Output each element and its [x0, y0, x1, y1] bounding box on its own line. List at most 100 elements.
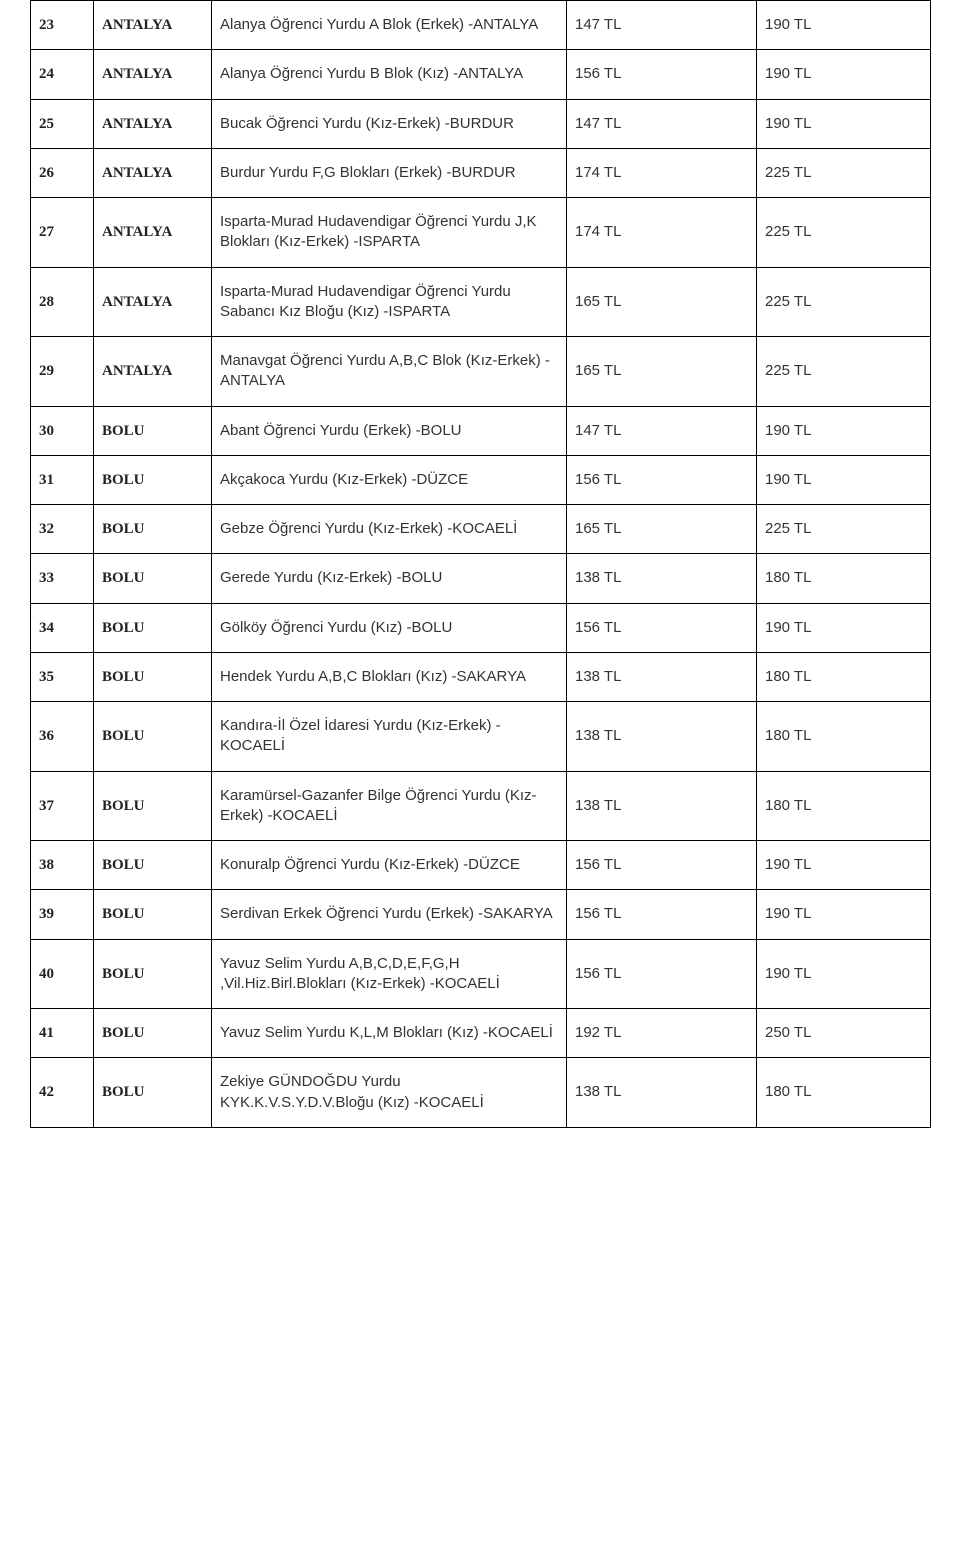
row-price-2: 190 TL — [757, 406, 931, 455]
table-row: 38BOLUKonuralp Öğrenci Yurdu (Kız-Erkek)… — [31, 841, 931, 890]
row-index: 27 — [31, 198, 94, 268]
row-region: ANTALYA — [94, 99, 212, 148]
row-dorm-name: Bucak Öğrenci Yurdu (Kız-Erkek) -BURDUR — [212, 99, 567, 148]
row-region: BOLU — [94, 455, 212, 504]
row-region: ANTALYA — [94, 148, 212, 197]
table-row: 32BOLUGebze Öğrenci Yurdu (Kız-Erkek) -K… — [31, 505, 931, 554]
row-price-2: 190 TL — [757, 841, 931, 890]
table-row: 40BOLUYavuz Selim Yurdu A,B,C,D,E,F,G,H … — [31, 939, 931, 1009]
table-row: 30BOLUAbant Öğrenci Yurdu (Erkek) -BOLU1… — [31, 406, 931, 455]
row-index: 23 — [31, 1, 94, 50]
row-price-1: 147 TL — [567, 99, 757, 148]
row-price-2: 180 TL — [757, 1058, 931, 1128]
table-row: 33BOLUGerede Yurdu (Kız-Erkek) -BOLU138 … — [31, 554, 931, 603]
row-index: 30 — [31, 406, 94, 455]
table-row: 42BOLUZekiye GÜNDOĞDU Yurdu KYK.K.V.S.Y.… — [31, 1058, 931, 1128]
row-region: BOLU — [94, 554, 212, 603]
row-price-1: 174 TL — [567, 148, 757, 197]
row-index: 39 — [31, 890, 94, 939]
row-price-2: 190 TL — [757, 50, 931, 99]
row-dorm-name: Abant Öğrenci Yurdu (Erkek) -BOLU — [212, 406, 567, 455]
row-price-2: 225 TL — [757, 505, 931, 554]
table-row: 41BOLUYavuz Selim Yurdu K,L,M Blokları (… — [31, 1009, 931, 1058]
row-region: ANTALYA — [94, 267, 212, 337]
row-price-1: 138 TL — [567, 1058, 757, 1128]
row-index: 25 — [31, 99, 94, 148]
table-row: 23ANTALYAAlanya Öğrenci Yurdu A Blok (Er… — [31, 1, 931, 50]
row-dorm-name: Konuralp Öğrenci Yurdu (Kız-Erkek) -DÜZC… — [212, 841, 567, 890]
row-dorm-name: Yavuz Selim Yurdu K,L,M Blokları (Kız) -… — [212, 1009, 567, 1058]
row-region: BOLU — [94, 841, 212, 890]
row-price-2: 180 TL — [757, 702, 931, 772]
row-region: BOLU — [94, 652, 212, 701]
row-price-1: 156 TL — [567, 50, 757, 99]
row-price-1: 165 TL — [567, 505, 757, 554]
row-region: BOLU — [94, 1009, 212, 1058]
row-dorm-name: Isparta-Murad Hudavendigar Öğrenci Yurdu… — [212, 267, 567, 337]
row-price-1: 138 TL — [567, 771, 757, 841]
row-price-1: 165 TL — [567, 337, 757, 407]
row-index: 34 — [31, 603, 94, 652]
table-row: 25ANTALYABucak Öğrenci Yurdu (Kız-Erkek)… — [31, 99, 931, 148]
row-price-1: 156 TL — [567, 455, 757, 504]
row-price-1: 147 TL — [567, 1, 757, 50]
row-price-2: 250 TL — [757, 1009, 931, 1058]
row-region: ANTALYA — [94, 198, 212, 268]
row-region: BOLU — [94, 505, 212, 554]
row-price-1: 174 TL — [567, 198, 757, 268]
row-dorm-name: Akçakoca Yurdu (Kız-Erkek) -DÜZCE — [212, 455, 567, 504]
row-index: 31 — [31, 455, 94, 504]
row-dorm-name: Karamürsel-Gazanfer Bilge Öğrenci Yurdu … — [212, 771, 567, 841]
row-dorm-name: Alanya Öğrenci Yurdu A Blok (Erkek) -ANT… — [212, 1, 567, 50]
row-index: 42 — [31, 1058, 94, 1128]
row-index: 35 — [31, 652, 94, 701]
row-dorm-name: Serdivan Erkek Öğrenci Yurdu (Erkek) -SA… — [212, 890, 567, 939]
table-row: 36BOLUKandıra-İl Özel İdaresi Yurdu (Kız… — [31, 702, 931, 772]
table-row: 27ANTALYAIsparta-Murad Hudavendigar Öğre… — [31, 198, 931, 268]
row-index: 28 — [31, 267, 94, 337]
row-price-2: 190 TL — [757, 939, 931, 1009]
row-dorm-name: Zekiye GÜNDOĞDU Yurdu KYK.K.V.S.Y.D.V.Bl… — [212, 1058, 567, 1128]
row-dorm-name: Gebze Öğrenci Yurdu (Kız-Erkek) -KOCAELİ — [212, 505, 567, 554]
table-row: 24ANTALYAAlanya Öğrenci Yurdu B Blok (Kı… — [31, 50, 931, 99]
row-index: 40 — [31, 939, 94, 1009]
row-index: 33 — [31, 554, 94, 603]
row-index: 24 — [31, 50, 94, 99]
row-dorm-name: Yavuz Selim Yurdu A,B,C,D,E,F,G,H ,Vil.H… — [212, 939, 567, 1009]
row-index: 36 — [31, 702, 94, 772]
row-price-2: 225 TL — [757, 198, 931, 268]
row-price-2: 180 TL — [757, 771, 931, 841]
row-price-2: 225 TL — [757, 267, 931, 337]
table-row: 28ANTALYAIsparta-Murad Hudavendigar Öğre… — [31, 267, 931, 337]
row-price-2: 190 TL — [757, 99, 931, 148]
table-row: 37BOLUKaramürsel-Gazanfer Bilge Öğrenci … — [31, 771, 931, 841]
row-dorm-name: Alanya Öğrenci Yurdu B Blok (Kız) -ANTAL… — [212, 50, 567, 99]
row-dorm-name: Hendek Yurdu A,B,C Blokları (Kız) -SAKAR… — [212, 652, 567, 701]
row-price-1: 147 TL — [567, 406, 757, 455]
row-price-1: 138 TL — [567, 652, 757, 701]
row-dorm-name: Gölköy Öğrenci Yurdu (Kız) -BOLU — [212, 603, 567, 652]
row-region: BOLU — [94, 771, 212, 841]
row-index: 26 — [31, 148, 94, 197]
row-price-2: 225 TL — [757, 148, 931, 197]
row-dorm-name: Kandıra-İl Özel İdaresi Yurdu (Kız-Erkek… — [212, 702, 567, 772]
row-dorm-name: Manavgat Öğrenci Yurdu A,B,C Blok (Kız-E… — [212, 337, 567, 407]
table-row: 39BOLUSerdivan Erkek Öğrenci Yurdu (Erke… — [31, 890, 931, 939]
row-price-1: 138 TL — [567, 702, 757, 772]
table-row: 35BOLUHendek Yurdu A,B,C Blokları (Kız) … — [31, 652, 931, 701]
row-region: BOLU — [94, 890, 212, 939]
row-price-2: 190 TL — [757, 1, 931, 50]
table-body: 23ANTALYAAlanya Öğrenci Yurdu A Blok (Er… — [31, 1, 931, 1128]
row-region: ANTALYA — [94, 337, 212, 407]
row-price-2: 190 TL — [757, 455, 931, 504]
row-dorm-name: Isparta-Murad Hudavendigar Öğrenci Yurdu… — [212, 198, 567, 268]
row-price-1: 156 TL — [567, 841, 757, 890]
table-row: 34BOLUGölköy Öğrenci Yurdu (Kız) -BOLU15… — [31, 603, 931, 652]
row-region: BOLU — [94, 1058, 212, 1128]
row-price-2: 180 TL — [757, 554, 931, 603]
row-price-2: 190 TL — [757, 890, 931, 939]
table-row: 26ANTALYABurdur Yurdu F,G Blokları (Erke… — [31, 148, 931, 197]
row-region: ANTALYA — [94, 50, 212, 99]
row-dorm-name: Gerede Yurdu (Kız-Erkek) -BOLU — [212, 554, 567, 603]
row-price-2: 225 TL — [757, 337, 931, 407]
